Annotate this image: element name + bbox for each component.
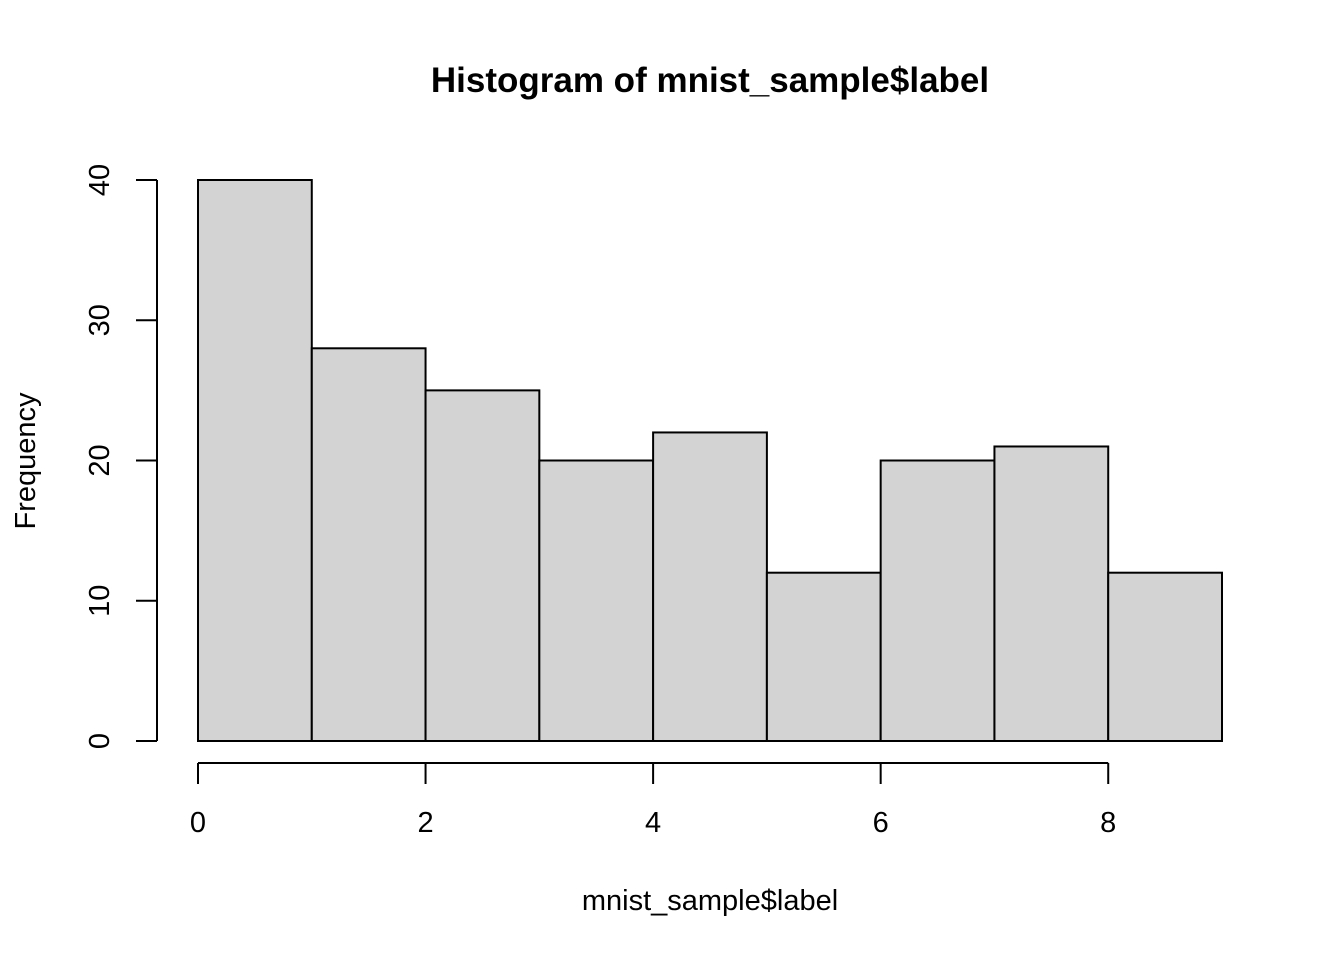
bar-group: [197, 179, 1223, 743]
x-tick-label: 6: [873, 807, 889, 839]
x-axis: 0 2 4 6 8: [190, 762, 1116, 839]
y-axis-label: Frequency: [10, 392, 42, 530]
histogram-bar-6: [879, 459, 996, 742]
y-tick-label: 40: [84, 164, 116, 196]
chart-title: Histogram of mnist_sample$label: [431, 61, 989, 100]
y-axis: 0 10 20 30 40: [84, 164, 158, 749]
histogram-bar-2: [424, 389, 541, 742]
x-axis-label: mnist_sample$label: [582, 885, 838, 917]
histogram-bar-8: [1107, 571, 1223, 743]
x-tick-label: 2: [417, 807, 433, 839]
x-tick-label: 0: [190, 807, 206, 839]
x-tick-label: 8: [1100, 807, 1116, 839]
y-tick-label: 10: [84, 585, 116, 617]
x-tick-label: 4: [645, 807, 661, 839]
histogram-bar-5: [765, 571, 882, 743]
y-tick-label: 20: [84, 444, 116, 476]
histogram-bar-3: [538, 459, 655, 742]
y-tick-label: 30: [84, 304, 116, 336]
histogram-bar-7: [993, 445, 1110, 742]
histogram-bar-0: [197, 179, 313, 742]
histogram-bar-1: [310, 347, 427, 742]
histogram-bar-4: [652, 431, 768, 742]
y-tick-label: 0: [84, 733, 116, 749]
